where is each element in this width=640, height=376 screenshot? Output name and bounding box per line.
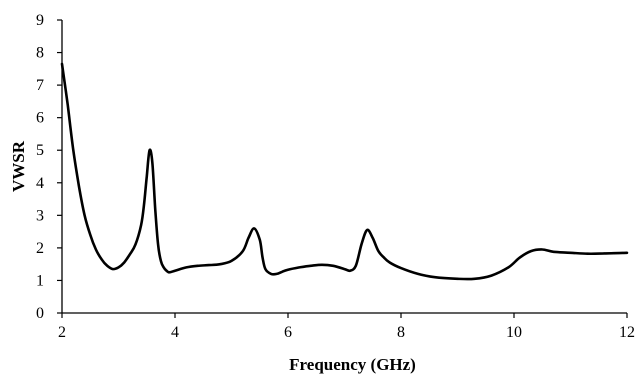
y-tick-label: 0 bbox=[36, 305, 44, 322]
x-tick-label: 8 bbox=[397, 324, 405, 341]
x-ticks: 2 4 6 8 10 12 bbox=[58, 313, 635, 341]
y-ticks: 0 1 2 3 4 5 6 7 8 9 bbox=[36, 12, 62, 322]
y-tick-label: 9 bbox=[36, 12, 44, 29]
vswr-series-line bbox=[60, 62, 629, 281]
y-axis-title: VWSR bbox=[9, 140, 28, 192]
y-tick-label: 7 bbox=[36, 77, 44, 94]
x-tick-label: 10 bbox=[506, 324, 522, 341]
y-tick-label: 1 bbox=[36, 272, 44, 289]
y-tick-label: 4 bbox=[36, 175, 44, 192]
x-tick-label: 4 bbox=[171, 324, 179, 341]
y-tick-label: 2 bbox=[36, 240, 44, 257]
x-tick-label: 12 bbox=[619, 324, 635, 341]
y-tick-label: 3 bbox=[36, 207, 44, 224]
x-tick-label: 6 bbox=[284, 324, 292, 341]
y-tick-label: 8 bbox=[36, 45, 44, 62]
x-tick-label: 2 bbox=[58, 324, 66, 341]
y-tick-label: 6 bbox=[36, 110, 44, 127]
y-tick-label: 5 bbox=[36, 142, 44, 159]
x-axis-title: Frequency (GHz) bbox=[289, 355, 416, 374]
